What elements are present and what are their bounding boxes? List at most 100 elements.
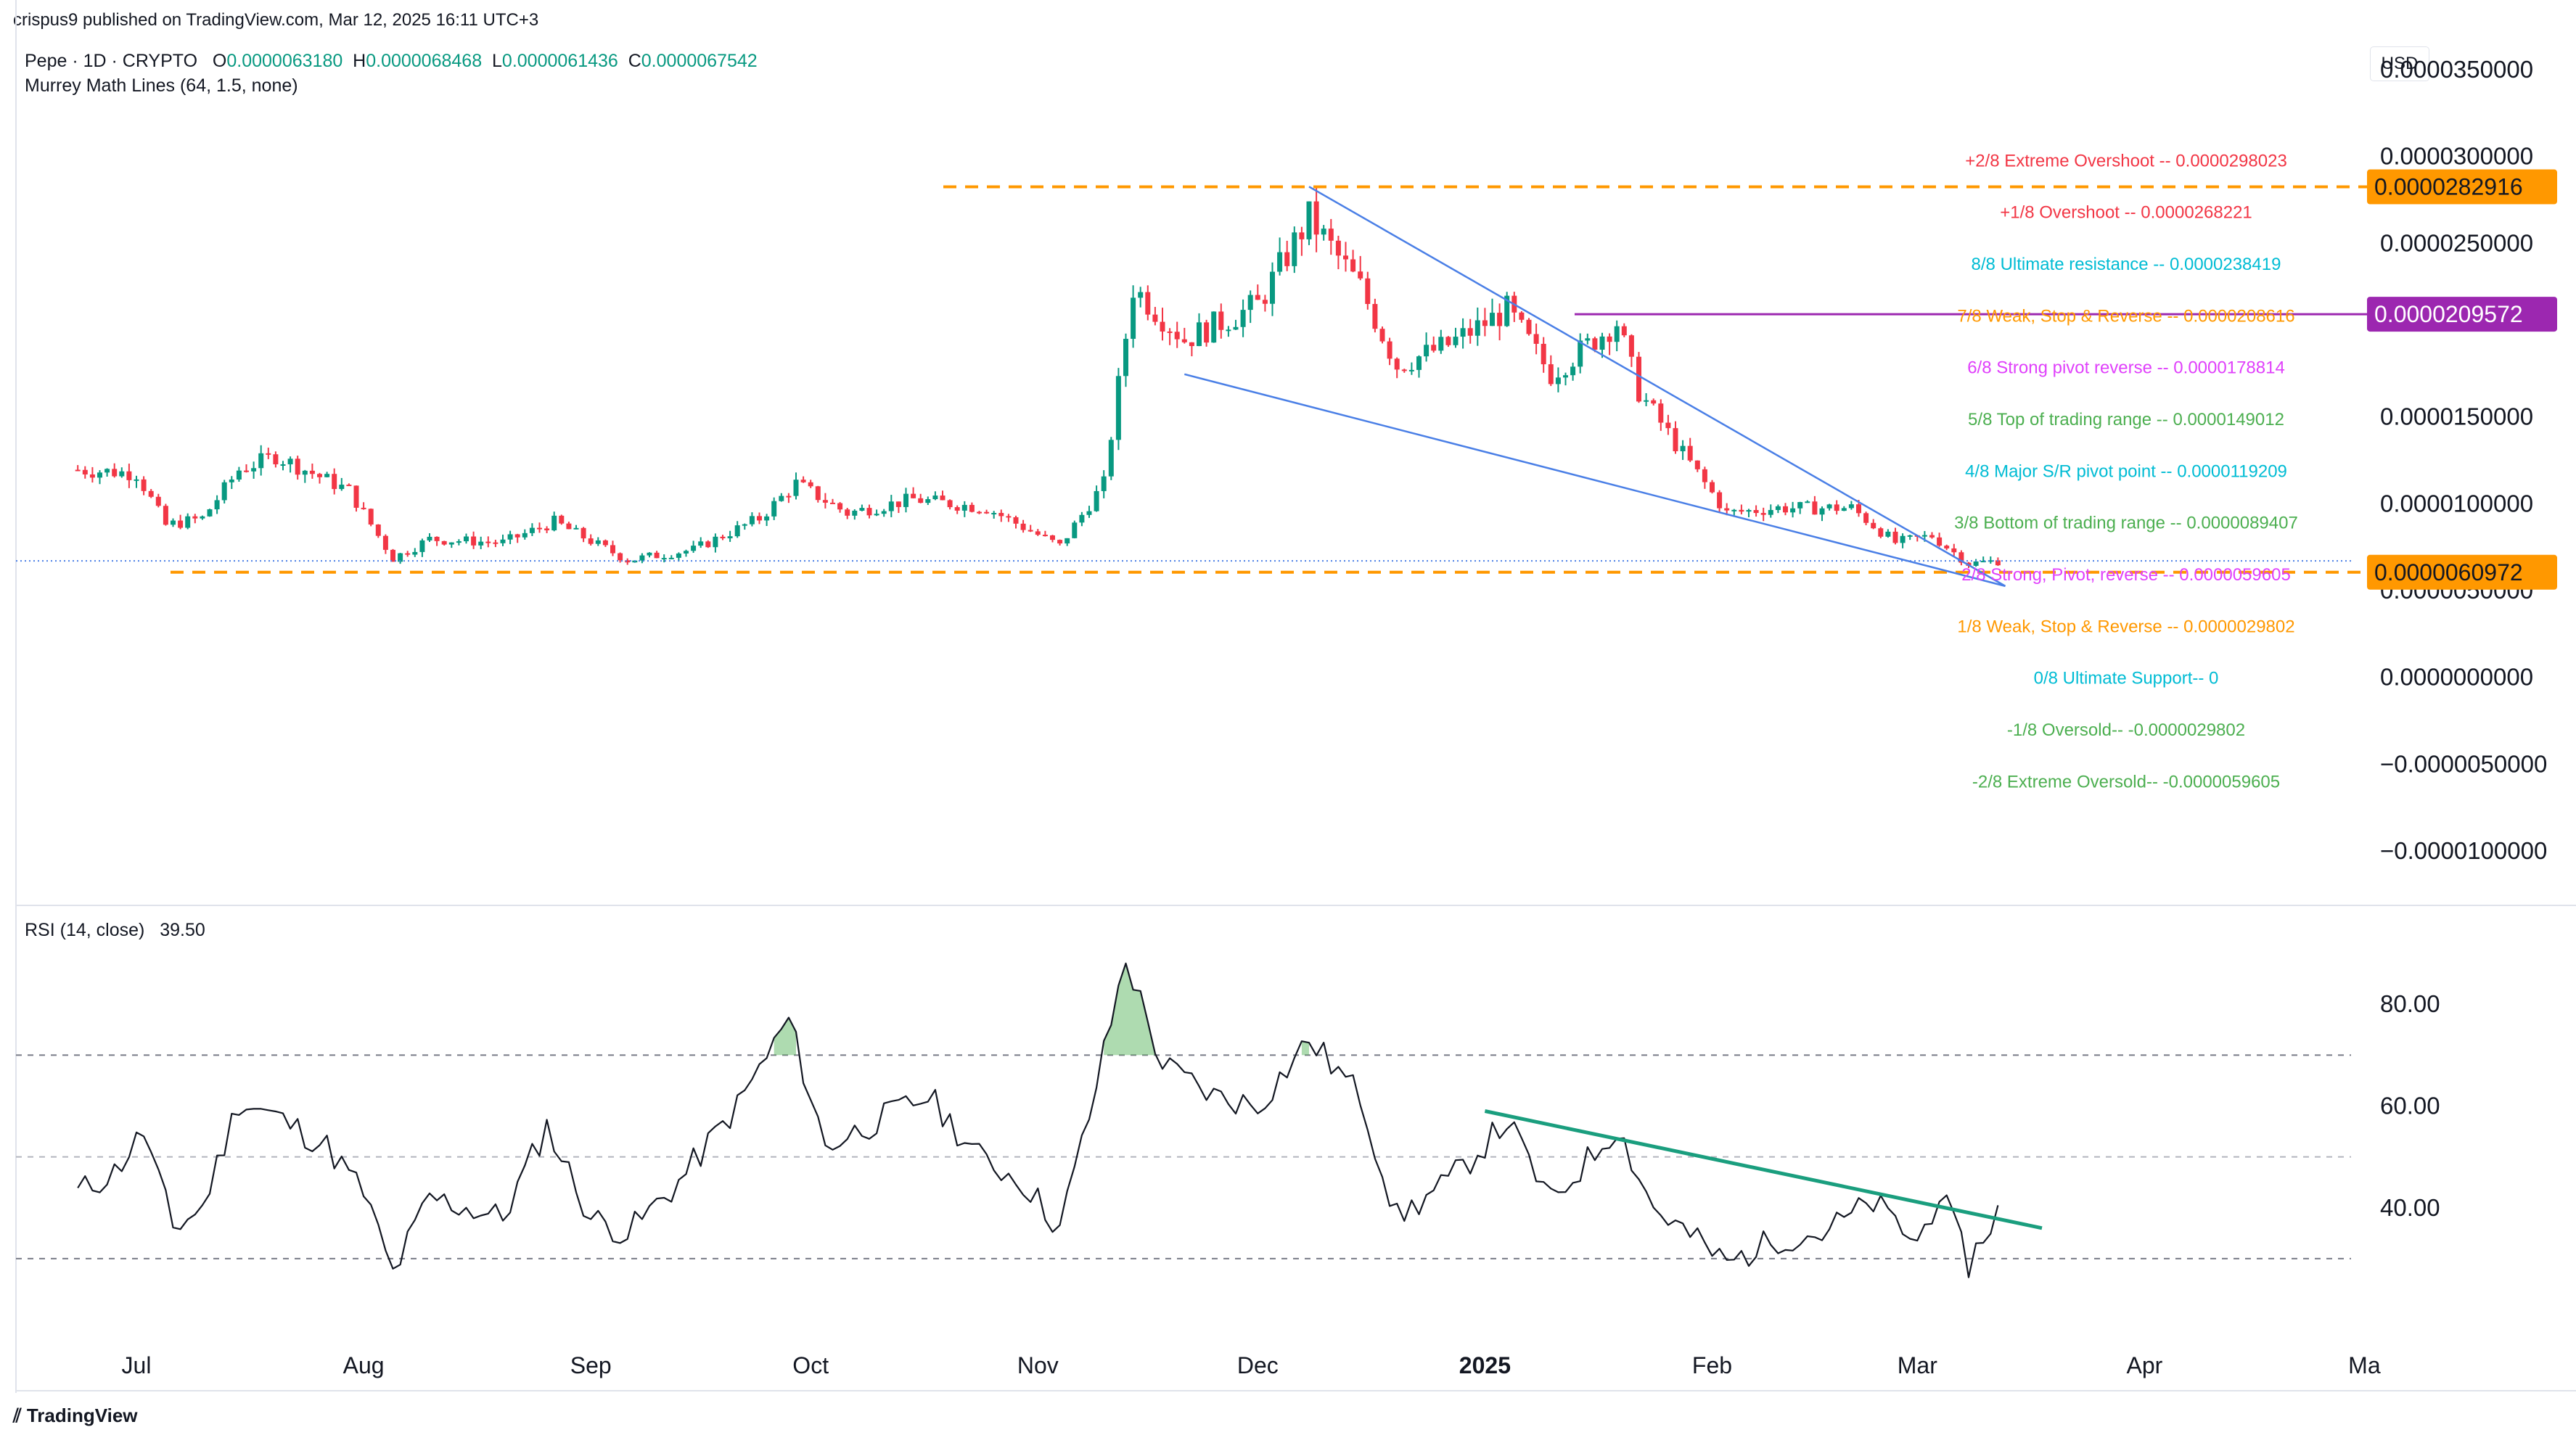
- candle-body: [1013, 517, 1019, 524]
- high-value: 0.0000068468: [366, 51, 483, 71]
- candle-body: [1313, 201, 1319, 235]
- candle-body: [251, 468, 257, 472]
- candle-body: [1958, 552, 1964, 563]
- time-axis-label: Aug: [343, 1352, 385, 1378]
- murrey-level-label: 8/8 Ultimate resistance -- 0.0000238419: [1972, 255, 2281, 274]
- candle-body: [112, 469, 118, 477]
- candle-body: [375, 525, 381, 536]
- price-axis-marker: [2367, 297, 2557, 332]
- candle-body: [1563, 375, 1568, 378]
- time-axis-label: Oct: [792, 1352, 829, 1378]
- rsi-chart[interactable]: 80.00 60.00 40.00 Jul Aug Sep Oct Nov Dec 2025 Feb…: [0, 0, 2576, 1393]
- candle-body: [1306, 201, 1312, 239]
- candle-body: [1636, 356, 1641, 402]
- price-axis-marker: [2367, 554, 2557, 590]
- candle-body: [1944, 546, 1950, 548]
- candle-body: [1218, 311, 1224, 330]
- candle-body: [1123, 339, 1128, 377]
- candle-body: [141, 479, 147, 491]
- candle-body: [698, 541, 704, 546]
- murrey-level-label: 1/8 Weak, Stop & Reverse -- 0.0000029802: [1957, 617, 2294, 636]
- candle-body: [236, 470, 242, 480]
- candle-body: [244, 470, 249, 472]
- candle-body: [1819, 508, 1825, 515]
- candle-body: [874, 514, 879, 516]
- candle-body: [178, 520, 184, 528]
- candle-body: [559, 515, 565, 524]
- candle-body: [1277, 252, 1283, 272]
- candle-body: [221, 482, 227, 501]
- candle-body: [134, 479, 139, 481]
- wedge-trendline: [1184, 373, 2006, 588]
- candle-body: [1717, 492, 1723, 509]
- murrey-level-label: 0/8 Ultimate Support-- 0: [2034, 669, 2219, 688]
- candle-body: [1885, 531, 1891, 537]
- candle-body: [382, 535, 388, 550]
- candle-body: [1548, 364, 1554, 385]
- rsi-label: RSI (14, close): [25, 920, 145, 940]
- candle-body: [266, 453, 271, 455]
- candle-body: [273, 454, 279, 465]
- candle-body: [1233, 326, 1239, 330]
- candle-body: [1115, 376, 1121, 440]
- candle-body: [1797, 502, 1803, 509]
- candle-body: [764, 516, 770, 521]
- candle-body: [1438, 337, 1444, 351]
- candle-body: [625, 560, 631, 563]
- candle-body: [1204, 322, 1210, 343]
- candle-body: [1401, 369, 1407, 371]
- tradingview-logo[interactable]: ⫽ TradingView: [13, 1405, 138, 1428]
- candle-body: [1284, 252, 1290, 266]
- candle-body: [800, 480, 806, 482]
- rsi-axis-tick: 40.00: [2380, 1194, 2440, 1221]
- murrey-level-label: 7/8 Weak, Stop & Reverse -- 0.0000208616: [1957, 306, 2294, 326]
- candle-body: [1211, 311, 1217, 343]
- candle-body: [1350, 259, 1356, 272]
- candle-body: [126, 471, 132, 480]
- candle-body: [1760, 513, 1766, 515]
- candle-body: [1065, 538, 1070, 544]
- candle-body: [808, 482, 813, 487]
- candle-body: [1995, 560, 2001, 566]
- candle-body: [786, 496, 792, 498]
- price-axis-tick: 0.0000150000: [2380, 403, 2533, 430]
- candle-body: [1321, 229, 1326, 235]
- candle-body: [691, 546, 697, 551]
- candle-body: [852, 510, 858, 516]
- murrey-level-label: -2/8 Extreme Oversold-- -0.0000059605: [1972, 772, 2280, 791]
- candle-body: [214, 500, 220, 510]
- candle-body: [1783, 506, 1788, 513]
- candle-body: [713, 536, 718, 548]
- candle-body: [1694, 460, 1700, 469]
- candle-body: [647, 552, 652, 556]
- rsi-legend[interactable]: RSI (14, close) 39.50: [25, 920, 205, 941]
- candle-body: [324, 474, 330, 477]
- candle-body: [1519, 312, 1525, 320]
- candle-body: [1504, 295, 1510, 326]
- candle-body: [544, 528, 550, 530]
- candle-body: [1768, 509, 1773, 515]
- candle-body: [566, 523, 572, 530]
- candle-body: [441, 540, 447, 545]
- candle-body: [1929, 535, 1935, 538]
- candle-body: [961, 504, 967, 511]
- candle-body: [1072, 522, 1078, 538]
- currency-button[interactable]: USD: [2370, 46, 2429, 81]
- candle-body: [984, 511, 990, 514]
- price-chart[interactable]: 0.0000350000 0.0000300000 0.0000250000 0.00…: [0, 0, 2576, 907]
- candle-body: [1050, 535, 1055, 540]
- murrey-level-label: -1/8 Oversold-- -0.0000029802: [2007, 720, 2245, 740]
- candle-body: [82, 469, 88, 474]
- candle-body: [361, 507, 366, 509]
- candle-body: [1628, 335, 1634, 357]
- symbol-name[interactable]: Pepe · 1D · CRYPTO: [25, 51, 198, 71]
- candle-body: [1358, 271, 1363, 279]
- candle-body: [1255, 295, 1260, 300]
- candle-body: [1578, 340, 1583, 367]
- candle-body: [1035, 531, 1041, 535]
- candle-body: [1907, 535, 1913, 537]
- indicator-legend[interactable]: Murrey Math Lines (64, 1.5, none): [25, 75, 298, 96]
- time-axis-label: Feb: [1692, 1352, 1732, 1378]
- candle-body: [1490, 313, 1495, 326]
- publisher-header: crispus9 published on TradingView.com, M…: [13, 10, 539, 30]
